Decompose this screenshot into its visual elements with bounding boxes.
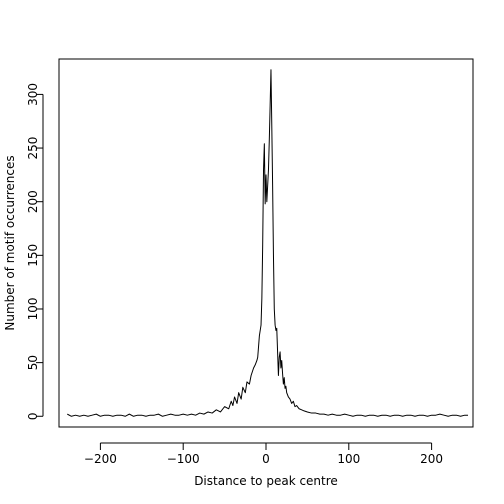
x-tick-label: −100 [167, 452, 200, 466]
x-axis-title: Distance to peak centre [194, 474, 338, 488]
y-tick-label: 200 [26, 190, 40, 213]
y-tick-label: 100 [26, 298, 40, 321]
y-tick-label: 300 [26, 83, 40, 106]
y-tick-label: 250 [26, 137, 40, 160]
plot-lines [67, 69, 469, 417]
x-axis: −200 −100 0 100 200 [84, 442, 443, 466]
series-line [67, 69, 469, 417]
x-tick-label: 200 [420, 452, 443, 466]
y-tick-label: 0 [26, 412, 40, 420]
y-axis-title: Number of motif occurrences [3, 155, 17, 330]
x-tick-label: 0 [262, 452, 270, 466]
plot-area-frame [58, 58, 474, 428]
x-tick-label: −200 [84, 452, 117, 466]
y-tick-label: 150 [26, 244, 40, 267]
y-tick-label: 50 [26, 355, 40, 370]
x-tick-label: 100 [337, 452, 360, 466]
y-axis: 0 50 100 150 200 250 300 [26, 83, 44, 420]
